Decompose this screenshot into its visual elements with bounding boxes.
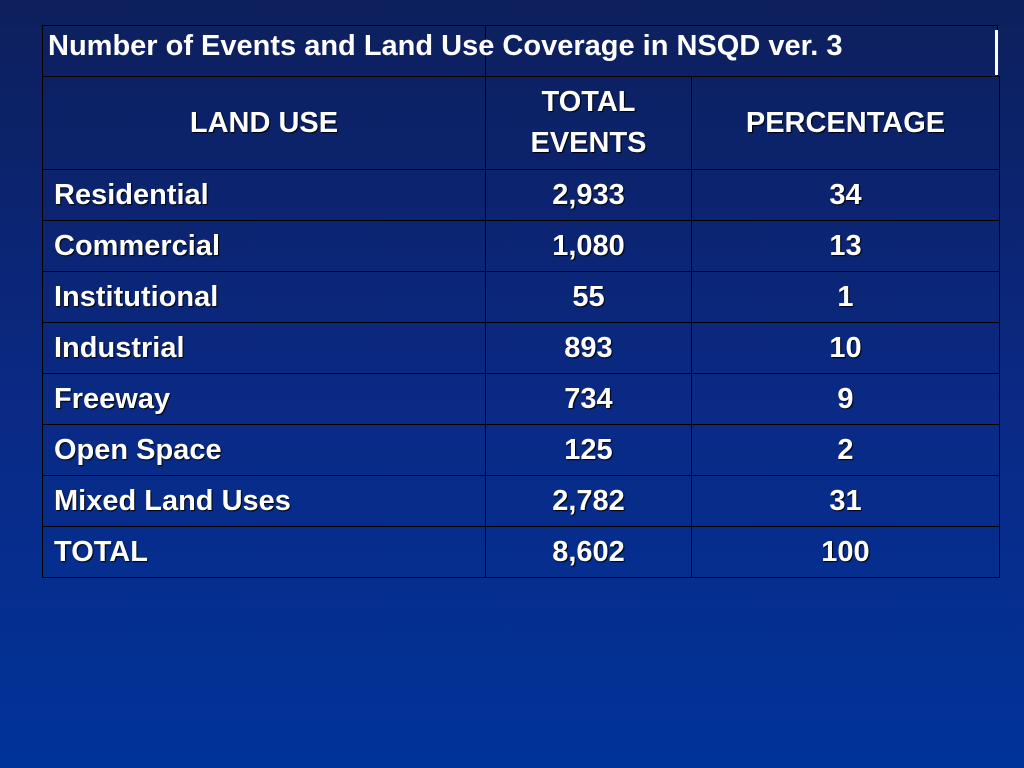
cell-land-use: Mixed Land Uses [42, 475, 486, 527]
cell-total-events: 8,602 [485, 526, 692, 578]
table-title: Number of Events and Land Use Coverage i… [48, 30, 843, 62]
header-total-events-line2: EVENTS [530, 127, 647, 159]
total-row: TOTAL 8,602 100 [42, 526, 1000, 578]
cell-land-use: Commercial [42, 220, 486, 272]
cell-land-use: Institutional [42, 271, 486, 323]
table-row: Freeway 734 9 [42, 373, 1000, 425]
table-row: Commercial 1,080 13 [42, 220, 1000, 272]
table-row: Institutional 55 1 [42, 271, 1000, 323]
cell-percentage: 1 [691, 271, 1000, 323]
text-cursor-bar [995, 30, 998, 75]
cell-percentage: 13 [691, 220, 1000, 272]
header-total-events: TOTAL EVENTS [485, 76, 692, 170]
cell-land-use: Residential [42, 169, 486, 221]
cell-land-use: Open Space [42, 424, 486, 476]
cell-land-use: Freeway [42, 373, 486, 425]
header-percentage: PERCENTAGE [691, 76, 1000, 170]
land-use-table: LAND USE TOTAL EVENTS PERCENTAGE Residen… [42, 76, 1000, 578]
header-total-events-line1: TOTAL [541, 86, 636, 118]
cell-percentage: 10 [691, 322, 1000, 374]
cell-percentage: 31 [691, 475, 1000, 527]
cell-total-events: 893 [485, 322, 692, 374]
cell-total-events: 2,933 [485, 169, 692, 221]
title-row-divider [485, 26, 486, 77]
cell-land-use: Industrial [42, 322, 486, 374]
cell-total-events: 734 [485, 373, 692, 425]
cell-total-events: 1,080 [485, 220, 692, 272]
cell-percentage: 100 [691, 526, 1000, 578]
table-title-row: Number of Events and Land Use Coverage i… [42, 25, 998, 77]
table-row: Residential 2,933 34 [42, 169, 1000, 221]
cell-total-events: 125 [485, 424, 692, 476]
table-row: Industrial 893 10 [42, 322, 1000, 374]
cell-percentage: 2 [691, 424, 1000, 476]
cell-percentage: 9 [691, 373, 1000, 425]
cell-total-events: 2,782 [485, 475, 692, 527]
cell-land-use: TOTAL [42, 526, 486, 578]
header-land-use: LAND USE [42, 76, 486, 170]
table-row: Open Space 125 2 [42, 424, 1000, 476]
header-row: LAND USE TOTAL EVENTS PERCENTAGE [42, 76, 1000, 170]
table-row: Mixed Land Uses 2,782 31 [42, 475, 1000, 527]
cell-percentage: 34 [691, 169, 1000, 221]
cell-total-events: 55 [485, 271, 692, 323]
